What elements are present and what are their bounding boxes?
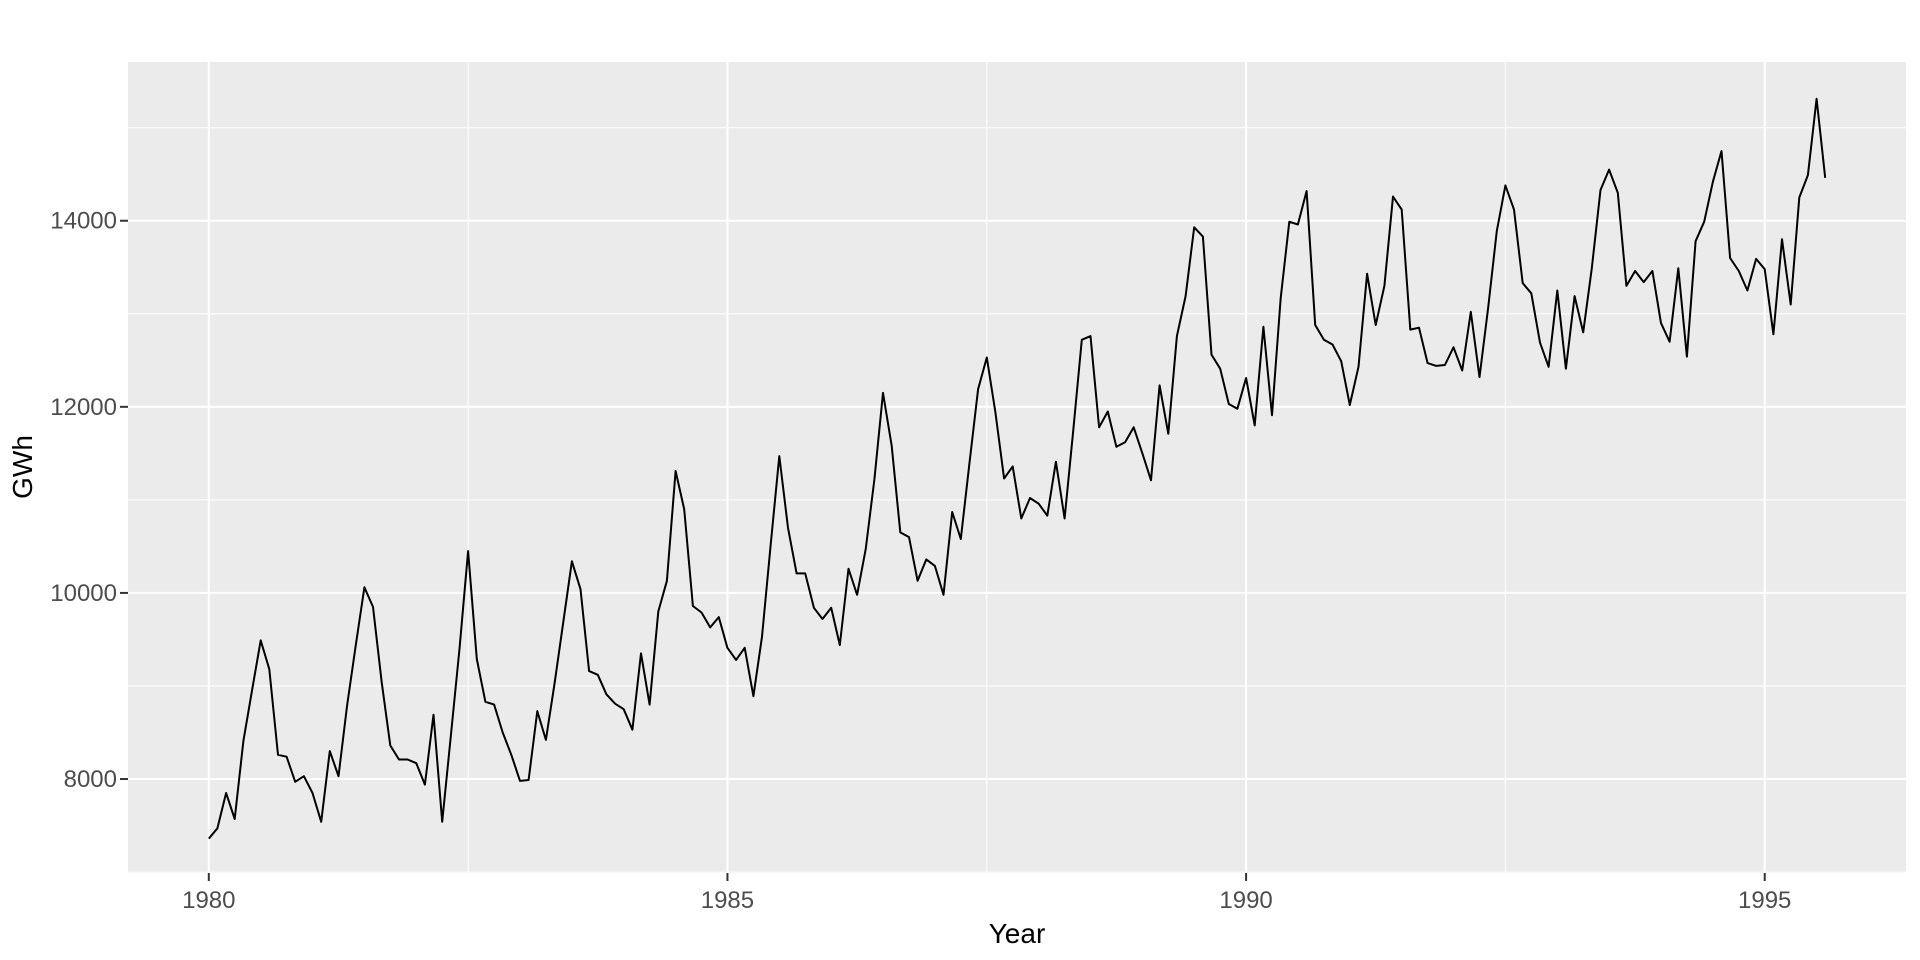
x-tick-label: 1985 (701, 887, 754, 914)
data-series-line (208, 97, 1827, 840)
x-tick-label: 1995 (1738, 887, 1791, 914)
plot-panel (128, 62, 1906, 873)
y-tick-label: 12000 (50, 394, 117, 421)
y-axis-title: GWh (7, 435, 38, 499)
y-tick-label: 14000 (50, 208, 117, 235)
x-tick-label: 1990 (1219, 887, 1272, 914)
x-axis-title: Year (989, 918, 1046, 949)
y-tick-label: 8000 (64, 766, 117, 793)
x-tick-label: 1980 (182, 887, 235, 914)
y-tick-label: 10000 (50, 580, 117, 607)
